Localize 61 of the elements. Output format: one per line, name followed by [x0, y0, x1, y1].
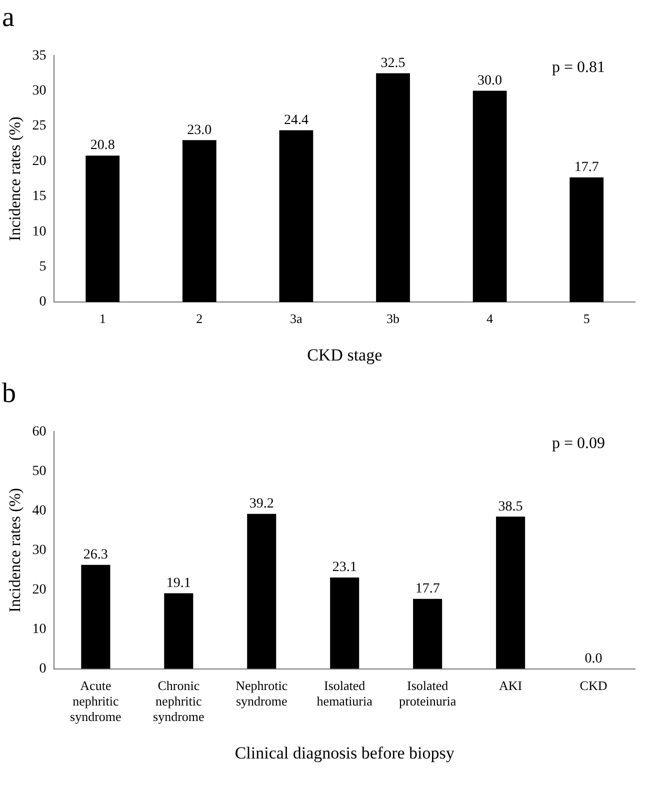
bar: [81, 564, 110, 669]
x-tick-label: 4: [486, 311, 494, 326]
bar: [413, 598, 442, 669]
y-tick-label: 20: [32, 582, 46, 598]
y-tick-label: 60: [32, 424, 46, 440]
y-axis-title: Incidence rates (%): [6, 116, 24, 241]
bar: [86, 156, 120, 302]
x-axis-title: CKD stage: [307, 345, 382, 364]
chart-title: b: [2, 378, 16, 410]
y-tick-label: 25: [32, 118, 46, 134]
y-tick-label: 35: [32, 48, 46, 64]
data-label: 38.5: [498, 499, 523, 514]
x-tick-label: 3b: [386, 311, 400, 326]
data-label: 24.4: [284, 112, 308, 128]
bar: [279, 130, 314, 302]
y-axis-title: Incidence rates (%): [6, 488, 24, 612]
y-tick-label: 30: [32, 83, 46, 98]
bar: [376, 73, 410, 302]
data-label: 26.3: [83, 548, 108, 562]
y-tick-label: 0: [39, 661, 46, 676]
data-label: 30.0: [478, 73, 502, 88]
data-label: 0.0: [584, 651, 602, 666]
y-tick-label: 40: [32, 503, 46, 518]
y-tick-label: 30: [32, 542, 46, 558]
x-tick-label: AKI: [498, 678, 522, 694]
annotation: p = 0.09: [552, 434, 605, 452]
x-tick-label: Acute nephritic syndrome: [70, 678, 122, 724]
annotation: p = 0.81: [552, 58, 605, 76]
data-label: 19.1: [166, 576, 191, 591]
data-label: 23.1: [332, 560, 357, 576]
y-tick-label: 50: [32, 464, 46, 479]
x-axis-title: Clinical diagnosis before biopsy: [234, 743, 455, 762]
data-label: 17.7: [574, 160, 599, 176]
x-tick-label: Chronic nephritic syndrome: [153, 678, 205, 724]
x-tick-label: 3a: [290, 311, 303, 326]
y-tick-label: 20: [32, 154, 46, 169]
data-label: 23.0: [187, 122, 212, 138]
bar: [247, 514, 276, 669]
x-tick-label: Isolated hematiuria: [316, 678, 373, 709]
bar: [472, 90, 507, 302]
x-tick-label: CKD: [580, 678, 608, 694]
x-tick-label: Nephrotic syndrome: [236, 678, 288, 709]
x-tick-label: 5: [583, 311, 590, 326]
y-tick-label: 0: [39, 294, 46, 310]
bar: [182, 140, 216, 302]
chart-title: a: [2, 2, 15, 34]
x-tick-label: 1: [99, 311, 106, 326]
bar: [570, 177, 604, 302]
data-label: 17.7: [415, 582, 440, 596]
x-tick-label: Isolated proteinuria: [399, 678, 456, 709]
y-tick-label: 15: [32, 189, 46, 204]
y-tick-label: 10: [32, 224, 46, 240]
x-tick-label: 2: [196, 311, 203, 326]
bar: [496, 516, 526, 669]
data-label: 20.8: [90, 138, 115, 154]
y-tick-label: 10: [32, 622, 46, 637]
data-label: 32.5: [380, 56, 406, 71]
y-tick-label: 5: [39, 259, 46, 274]
data-label: 39.2: [249, 496, 274, 512]
bar: [164, 593, 194, 669]
bar: [330, 577, 360, 669]
